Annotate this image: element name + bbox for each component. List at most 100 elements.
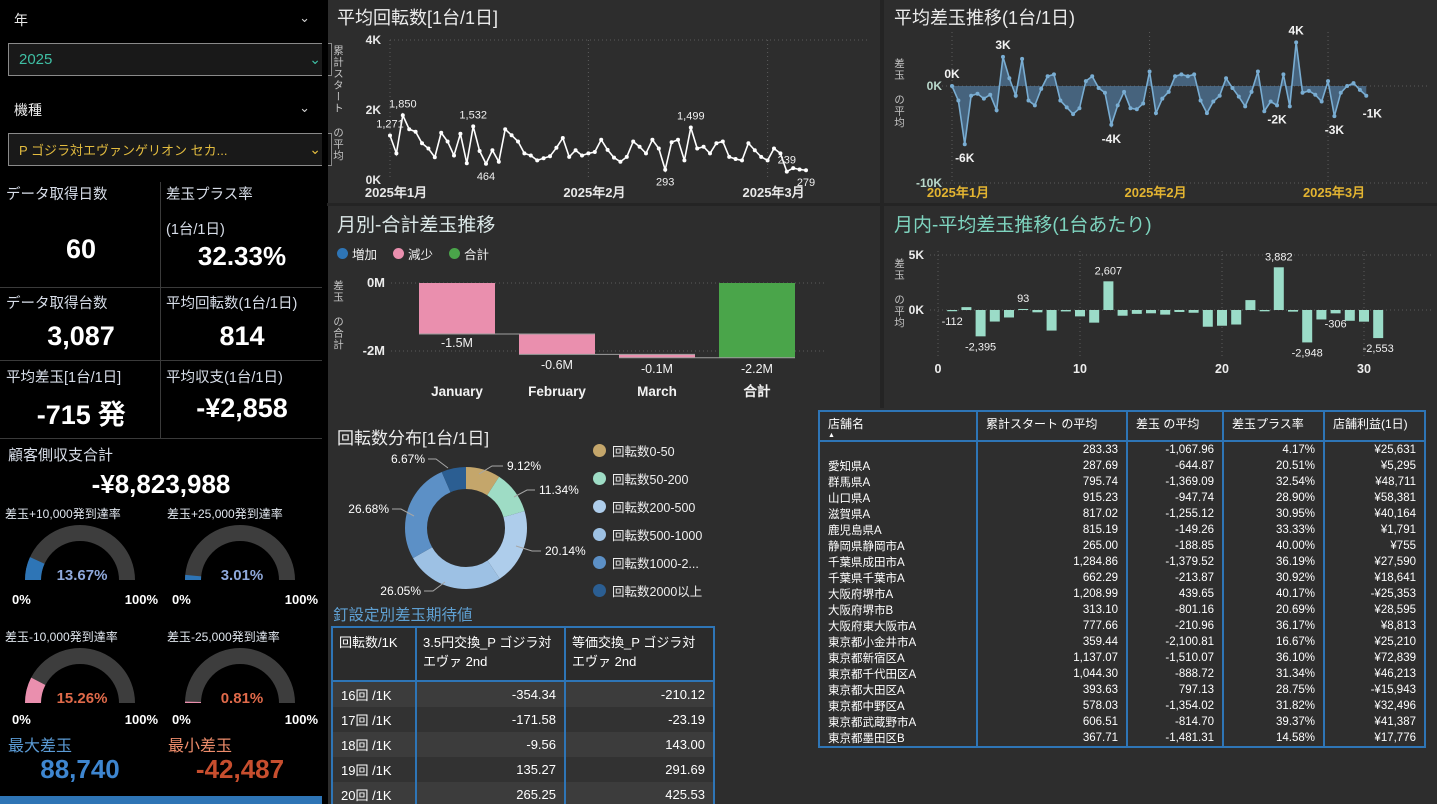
kpi-value: -715 発 <box>36 400 126 430</box>
pin-expectation-table[interactable]: 回転数/1K 3.5円交換_P ゴジラ対エヴァ 2nd 等価交換_P ゴジラ対エヴァ… <box>331 626 715 804</box>
bar <box>1231 310 1242 325</box>
legend-dot-icon <box>337 248 348 259</box>
store-table[interactable]: 店舗名 ▲ 累計スタート の平均 差玉 の平均 差玉プラス率 店舗利益(1日) 283.33… <box>818 410 1426 748</box>
kpi-value: 32.33% <box>197 241 287 271</box>
divider <box>0 438 322 439</box>
cell: 367.71 <box>976 729 1127 747</box>
waterfall-chart-panel[interactable]: 月別-合計差玉推移 増加 減少 合計 差玉 の合計 0M -2M -1.5M -0.6M -… <box>327 206 832 420</box>
chevron-down-icon: ⌄ <box>309 51 321 67</box>
legend-dot-icon <box>393 248 405 259</box>
chevron-down-icon[interactable]: ⌄ <box>299 10 310 25</box>
chart-legend: 増加 減少 合計 <box>337 244 489 263</box>
area-chart-svg: 2025年1月 2025年2月 2025年3月 0K -10K 0K -6K 3K -4K -2K… <box>916 23 1430 200</box>
cell: 32.54% <box>1222 473 1324 490</box>
cell: 4.17% <box>1222 441 1324 458</box>
legend-item[interactable]: 回転数500-1000 <box>593 520 702 548</box>
table-row[interactable]: 17回 /1K -171.58 -23.19 <box>332 707 714 732</box>
table-row[interactable]: 大阪府堺市A 1,208.99 439.65 40.17% -¥25,353 <box>819 585 1425 602</box>
table-row[interactable]: 東京都小金井市A 359.44 -2,100.81 16.67% ¥25,210 <box>819 633 1425 650</box>
cell: 291.69 <box>564 757 714 782</box>
donut-slice <box>405 467 527 589</box>
table-row[interactable]: 鹿児島県A 815.19 -149.26 33.33% ¥1,791 <box>819 521 1425 538</box>
table-row[interactable]: 山口県A 915.23 -947.74 28.90% ¥58,381 <box>819 489 1425 506</box>
gauge-plus25000[interactable]: 3.01% <box>164 522 316 593</box>
column-header[interactable]: 差玉 の平均 <box>1126 411 1223 442</box>
chevron-down-icon[interactable]: ⌄ <box>299 100 310 115</box>
column-header[interactable]: 累計スタート の平均 <box>976 411 1127 442</box>
table-row[interactable]: 大阪府東大阪市A 777.66 -210.96 36.17% ¥8,813 <box>819 617 1425 634</box>
gauge-scale: 0% 100% <box>172 592 318 607</box>
legend-item[interactable]: 回転数200-500 <box>593 492 702 520</box>
legend-item[interactable]: 増加 <box>337 244 377 263</box>
table-row[interactable]: 18回 /1K -9.56 143.00 <box>332 732 714 757</box>
legend-item[interactable]: 回転数50-200 <box>593 464 702 492</box>
table-row[interactable]: 大阪府堺市B 313.10 -801.16 20.69% ¥28,595 <box>819 601 1425 618</box>
table-row[interactable]: 千葉県成田市A 1,284.86 -1,379.52 36.19% ¥27,590 <box>819 553 1425 570</box>
cell: 1,284.86 <box>976 553 1127 570</box>
svg-text:3K: 3K <box>995 38 1011 52</box>
bar <box>1188 310 1199 313</box>
column-header[interactable]: 等価交換_P ゴジラ対エヴァ 2nd <box>564 627 714 682</box>
gauge-minus25000[interactable]: 0.81% <box>164 645 316 716</box>
cell: 東京都大田区A <box>828 684 905 697</box>
donut-chart-panel[interactable]: 回転数分布[1台/1日] 9.12% 11.34% 20.14% 26.05% 26.6… <box>327 420 717 602</box>
machine-slicer-label: 機種 <box>14 102 42 118</box>
table-row[interactable]: 東京都大田区A 393.63 797.13 28.75% -¥15,943 <box>819 681 1425 698</box>
year-dropdown-value: 2025 <box>19 51 53 68</box>
dama-area-chart-panel[interactable]: 平均差玉推移(1台/1日) 差玉 の平均 2025年1月 2025年2月 2025年… <box>884 0 1437 203</box>
table-row[interactable]: 千葉県千葉市A 662.29 -213.87 30.92% ¥18,641 <box>819 569 1425 586</box>
legend-item[interactable]: 回転数2000以上 <box>593 576 702 604</box>
table-row[interactable]: 滋賀県A 817.02 -1,255.12 30.95% ¥40,164 <box>819 505 1425 522</box>
machine-slicer-header: 機種 ⌄ <box>14 100 310 120</box>
table-row[interactable]: 20回 /1K 265.25 425.53 <box>332 782 714 804</box>
cell: 東京都墨田区B <box>828 732 905 745</box>
rotation-line-chart-panel[interactable]: 平均回転数[1台/1日] 累計スタート の平均 2025年1月 2025年2月 20… <box>327 0 880 203</box>
table-row[interactable]: 283.33 -1,067.96 4.17% ¥25,631 <box>819 441 1425 458</box>
cell: 20.69% <box>1222 601 1324 618</box>
cell: 393.63 <box>976 681 1127 698</box>
cell: ¥25,631 <box>1323 441 1425 458</box>
cell: -¥25,353 <box>1323 585 1425 602</box>
cell: 777.66 <box>976 617 1127 634</box>
max-dama-value: 88,740 <box>40 754 120 784</box>
table-row[interactable]: 静岡県静岡市A 265.00 -188.85 40.00% ¥755 <box>819 537 1425 554</box>
gauge-arc: 3.01% <box>185 525 295 584</box>
cell: 千葉県千葉市A <box>828 572 905 585</box>
table-row[interactable]: 19回 /1K 135.27 291.69 <box>332 757 714 782</box>
table-row[interactable]: 東京都中野区A 578.03 -1,354.02 31.82% ¥32,496 <box>819 697 1425 714</box>
column-header[interactable]: 3.5円交換_P ゴジラ対エヴァ 2nd <box>415 627 565 682</box>
cell: -1,255.12 <box>1126 505 1223 522</box>
table-row[interactable]: 愛知県A 287.69 -644.87 20.51% ¥5,295 <box>819 457 1425 474</box>
table-row[interactable]: 東京都墨田区B 367.71 -1,481.31 14.58% ¥17,776 <box>819 729 1425 747</box>
table-row[interactable]: 東京都新宿区A 1,137.07 -1,510.07 36.10% ¥72,839 <box>819 649 1425 666</box>
table-row[interactable]: 16回 /1K -354.34 -210.12 <box>332 681 714 707</box>
legend-item[interactable]: 回転数1000-2... <box>593 548 702 576</box>
cell: 愛知県A <box>828 460 871 473</box>
legend-item[interactable]: 合計 <box>449 244 489 263</box>
gauge-minus10000[interactable]: 15.26% <box>4 645 156 716</box>
line-chart-svg: 2025年1月 2025年2月 2025年3月 4K 2K 0K 1,271 1,850 1,5… <box>365 33 870 200</box>
machine-dropdown-value: P ゴジラ対エヴァンゲリオン セカ... <box>19 143 228 158</box>
daily-bars-chart-panel[interactable]: 月内-平均差玉推移(1台あたり) 差玉 の平均 0 10 20 30 5K 0K -112 -… <box>884 206 1437 408</box>
cell: ¥58,381 <box>1323 489 1425 506</box>
kpi-avg-rotation: 平均回転数(1台/1日) 814 <box>166 292 318 352</box>
table-row[interactable]: 群馬県A 795.74 -1,369.09 32.54% ¥48,711 <box>819 473 1425 490</box>
legend-item[interactable]: 回転数0-50 <box>593 436 702 464</box>
svg-text:2025年2月: 2025年2月 <box>563 185 625 200</box>
svg-text:-1.5M: -1.5M <box>441 336 473 350</box>
column-header[interactable]: 店舗名 ▲ <box>819 411 977 442</box>
table-row[interactable]: 東京都千代田区A 1,044.30 -888.72 31.34% ¥46,213 <box>819 665 1425 682</box>
bar <box>1344 310 1355 321</box>
bar-chart-svg: 0 10 20 30 5K 0K -112 -2,395 93 2,607 3,882 -2,948 -… <box>909 248 1432 376</box>
year-dropdown[interactable]: 2025 ⌄ <box>8 43 332 76</box>
machine-dropdown[interactable]: P ゴジラ対エヴァンゲリオン セカ... ⌄ <box>8 133 332 166</box>
column-header[interactable]: 回転数/1K <box>332 627 416 682</box>
gauge-plus10000[interactable]: 13.67% <box>4 522 156 593</box>
column-header[interactable]: 差玉プラス率 <box>1222 411 1324 442</box>
table-row[interactable]: 東京都武蔵野市A 606.51 -814.70 39.37% ¥41,387 <box>819 713 1425 730</box>
cell: 313.10 <box>976 601 1127 618</box>
cell: -1,379.52 <box>1126 553 1223 570</box>
column-header[interactable]: 店舗利益(1日) <box>1323 411 1425 442</box>
bar <box>1217 310 1227 326</box>
legend-item[interactable]: 減少 <box>393 244 433 263</box>
